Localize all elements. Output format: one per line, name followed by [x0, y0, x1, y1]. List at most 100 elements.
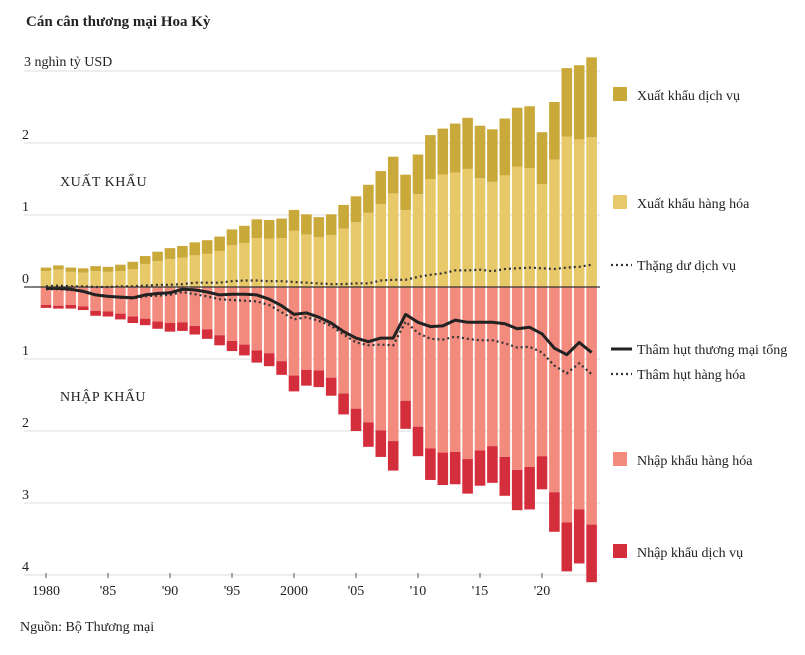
bar-services-exports	[511, 107, 523, 167]
y-tick-label: 1	[22, 344, 29, 359]
bar-services-imports	[301, 369, 312, 386]
bar-goods-imports	[462, 287, 473, 460]
x-tick-label: '85	[100, 584, 117, 599]
bar-services-imports	[375, 430, 387, 457]
bar-services-exports	[102, 266, 114, 272]
bar-goods-imports	[177, 287, 188, 323]
bar-goods-exports	[536, 184, 548, 287]
exports-annotation: XUẤT KHẨU	[60, 173, 147, 190]
bar-services-exports	[400, 174, 411, 210]
legend-swatch	[613, 544, 627, 558]
bar-goods-exports	[437, 174, 449, 287]
bar-services-imports	[350, 408, 362, 431]
bar-services-exports	[40, 267, 52, 272]
bar-goods-imports	[586, 287, 597, 525]
legend-label: Nhập khẩu hàng hóa	[637, 454, 753, 469]
bar-goods-exports	[412, 194, 424, 287]
bar-goods-imports	[387, 287, 399, 442]
bar-goods-imports	[474, 287, 486, 451]
bar-layer	[40, 57, 597, 583]
legend-swatch	[613, 87, 627, 101]
bar-services-exports	[301, 214, 312, 235]
bar-services-exports	[127, 261, 139, 269]
bar-services-exports	[214, 236, 225, 251]
bar-goods-imports	[536, 287, 548, 457]
bar-goods-imports	[313, 287, 325, 371]
bar-services-imports	[115, 313, 126, 320]
bar-services-exports	[536, 132, 548, 185]
bar-services-imports	[474, 450, 486, 486]
y-tick-label: 1	[22, 200, 29, 215]
bar-goods-exports	[313, 237, 325, 287]
bar-services-exports	[201, 240, 213, 254]
bar-goods-exports	[164, 258, 176, 287]
bar-goods-exports	[511, 166, 523, 287]
bar-services-imports	[40, 305, 52, 308]
bar-services-exports	[487, 129, 498, 182]
bar-services-imports	[164, 323, 176, 332]
bar-goods-exports	[189, 255, 201, 287]
bar-goods-exports	[301, 234, 312, 287]
bar-services-exports	[239, 225, 250, 244]
bar-services-imports	[437, 452, 449, 485]
y-tick-label: 4	[22, 560, 29, 575]
bar-goods-exports	[90, 271, 101, 287]
bar-services-exports	[90, 266, 101, 272]
bar-services-exports	[573, 65, 585, 140]
bar-goods-exports	[549, 159, 560, 287]
bar-services-exports	[276, 218, 287, 239]
line-layer	[45, 263, 593, 375]
bar-goods-imports	[201, 287, 213, 330]
bar-services-imports	[511, 469, 523, 511]
x-tick-label: '15	[472, 584, 489, 599]
bar-services-exports	[53, 265, 64, 270]
y-unit-label: 3 nghìn tỷ USD	[24, 55, 112, 70]
bar-goods-exports	[177, 257, 188, 287]
bar-goods-exports	[350, 222, 362, 287]
bar-services-imports	[499, 456, 511, 496]
bar-goods-imports	[152, 287, 163, 322]
chart-title: Cán cân thương mại Hoa Kỳ	[26, 14, 211, 30]
bar-goods-imports	[449, 287, 461, 452]
bar-services-imports	[177, 322, 188, 331]
bar-goods-exports	[102, 271, 114, 287]
bar-services-exports	[437, 128, 449, 175]
legend-swatch	[613, 195, 627, 209]
bar-services-exports	[263, 220, 275, 239]
bar-goods-imports	[375, 287, 387, 431]
bar-services-imports	[313, 370, 325, 388]
bar-services-imports	[325, 377, 337, 396]
imports-annotation: NHẬP KHẨU	[60, 388, 146, 405]
bar-services-imports	[276, 361, 287, 375]
bar-goods-imports	[549, 287, 560, 493]
bar-services-imports	[449, 451, 461, 485]
bar-services-exports	[189, 242, 201, 256]
bar-services-imports	[536, 456, 548, 490]
legend-label: Nhập khẩu dịch vụ	[637, 546, 743, 561]
bar-services-imports	[487, 446, 498, 483]
x-tick-label: '05	[348, 584, 365, 599]
bar-services-exports	[139, 256, 151, 264]
bar-goods-imports	[412, 287, 424, 427]
bar-goods-exports	[152, 261, 163, 287]
bar-goods-imports	[276, 287, 287, 362]
bar-goods-imports	[263, 287, 275, 354]
bar-goods-imports	[511, 287, 523, 470]
bar-goods-imports	[115, 287, 126, 314]
bar-goods-exports	[201, 253, 213, 287]
bar-goods-exports	[561, 136, 573, 287]
bar-goods-exports	[449, 172, 461, 287]
x-tick-label: '10	[410, 584, 427, 599]
bar-services-exports	[549, 101, 560, 160]
bar-goods-exports	[338, 228, 349, 287]
bar-goods-exports	[524, 168, 535, 287]
bar-goods-exports	[239, 243, 250, 287]
bar-goods-imports	[40, 287, 52, 305]
bar-services-imports	[549, 492, 560, 532]
bar-services-imports	[189, 325, 201, 335]
total-deficit-line	[46, 286, 593, 357]
source-note: Nguồn: Bộ Thương mại	[20, 620, 155, 635]
bar-services-imports	[524, 467, 535, 510]
